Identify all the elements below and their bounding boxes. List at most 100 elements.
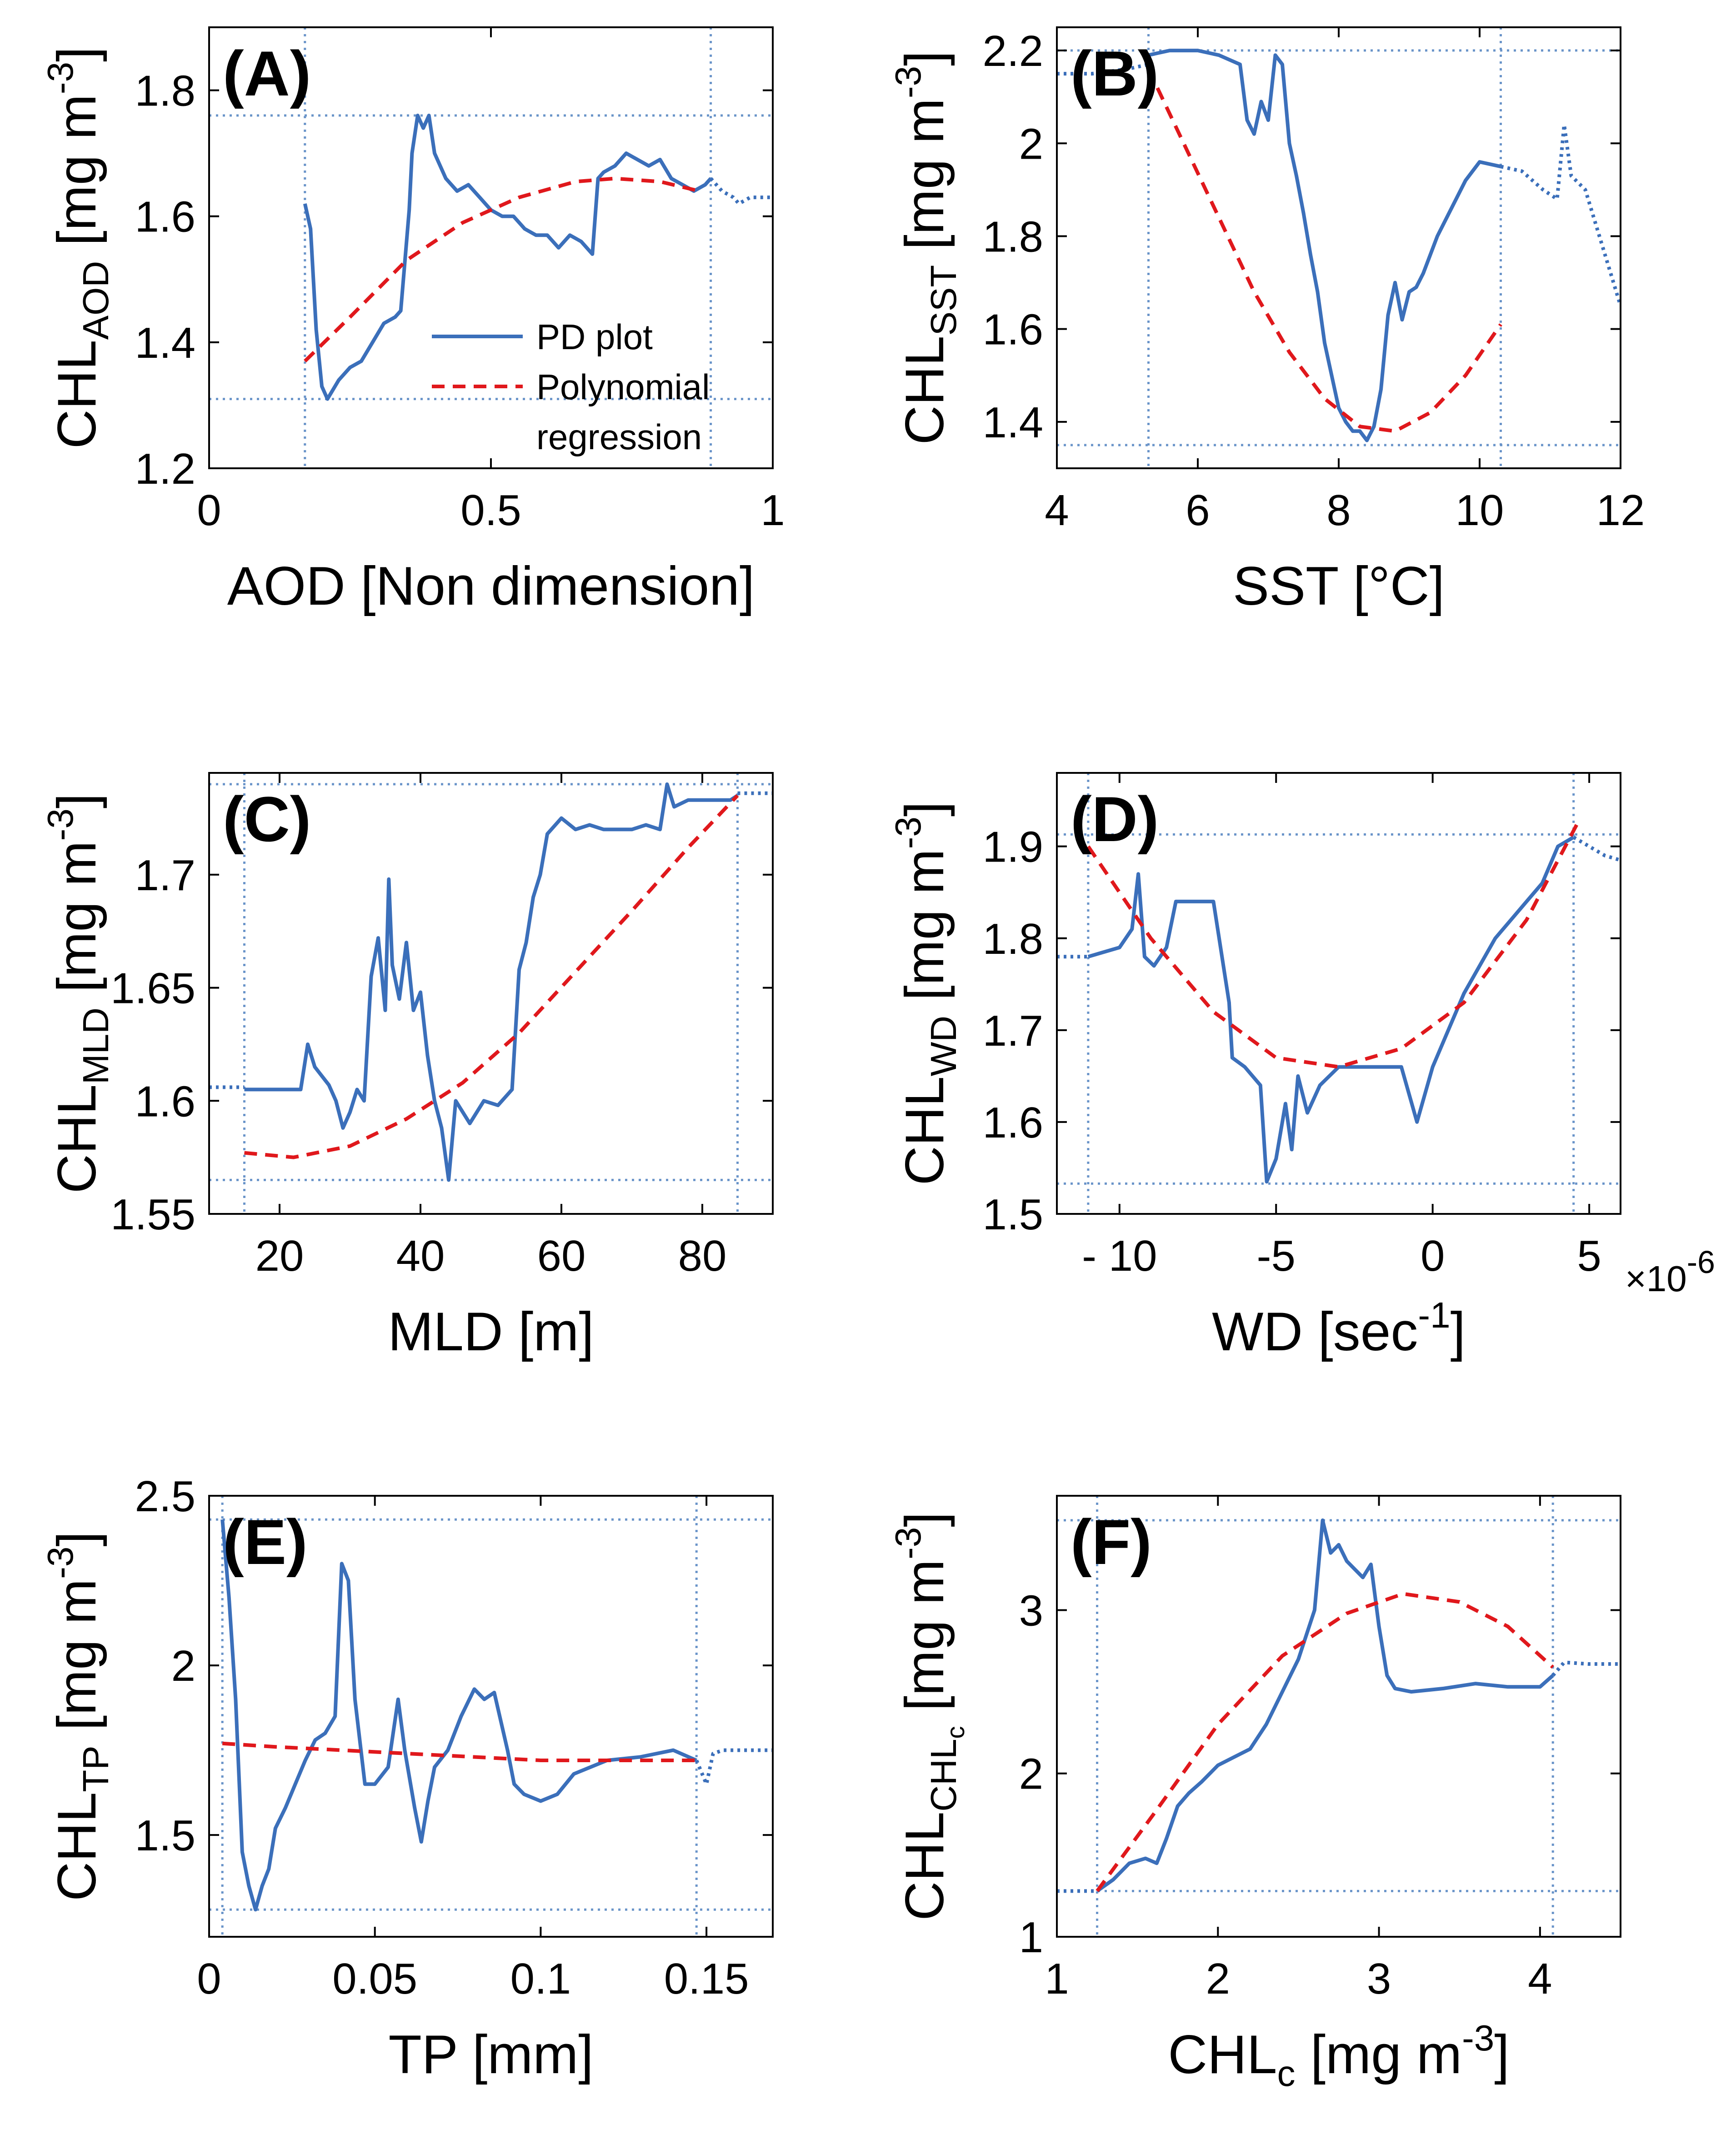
y-tick-label: 1.5: [983, 1190, 1043, 1239]
x-tick-label: 2: [1206, 1955, 1230, 2003]
x-axis-label-main: TP [mm]: [388, 2024, 593, 2085]
y-axis-label-unit: [mg m: [894, 98, 955, 265]
y-axis-label-subsub: c: [941, 1726, 970, 1739]
axes-box: [1056, 772, 1621, 1215]
x-tick-label: 40: [396, 1232, 445, 1280]
y-axis-label-sup: -3: [888, 817, 928, 849]
y-axis-label-sup: -3: [888, 1527, 928, 1559]
x-axis-label-main: SST [°C]: [1233, 556, 1445, 616]
y-axis-label-end: ]: [894, 802, 955, 817]
y-axis-label-end: ]: [894, 51, 955, 66]
guide-lines: [1057, 1496, 1621, 1937]
y-axis-label-main: CHL: [46, 1084, 107, 1193]
x-tick-label: 1: [1045, 1955, 1069, 2003]
axes-box: [208, 772, 774, 1215]
x-tick-label: 0: [1421, 1232, 1445, 1280]
axes-box: [208, 1495, 774, 1938]
y-tick-label: 1.8: [135, 67, 195, 115]
pd-plot-line: [303, 114, 712, 401]
y-axis-label-sub: TP: [75, 1745, 116, 1792]
x-tick-label: 0.15: [664, 1955, 749, 2003]
y-tick-label: 1.6: [983, 306, 1043, 354]
x-tick-label: 1: [760, 486, 785, 535]
y-tick-label: 1.6: [983, 1098, 1043, 1147]
legend-poly-label-2: regression: [536, 417, 702, 457]
y-axis-label-main: CHL: [894, 1076, 955, 1185]
x-tick-label: 0: [197, 486, 221, 535]
y-axis-label-sup: -3: [40, 62, 80, 94]
y-tick-label: 1.4: [135, 319, 195, 367]
series-group: [1057, 818, 1621, 1184]
y-tick-label: 1.55: [110, 1190, 195, 1239]
x-tick-label: 80: [678, 1232, 727, 1280]
pd-plot-line: [220, 1519, 697, 1912]
y-axis-label: CHLSST [mg m-3]: [888, 51, 964, 445]
legend: PD plot Polynomial regression: [432, 317, 710, 457]
x-tick-label: 5: [1577, 1232, 1601, 1280]
y-axis-label-end: ]: [46, 793, 107, 808]
polynomial-regression-line: [304, 176, 700, 363]
y-axis-label: CHLMLD [mg m-3]: [40, 793, 116, 1193]
x-axis-label-end: ]: [1494, 2024, 1509, 2085]
multiplier-base: ×10: [1625, 1258, 1687, 1299]
y-tick-label: 3: [1019, 1586, 1043, 1635]
x-axis-label-unit: [mg m: [1295, 2024, 1462, 2085]
legend-pd-label: PD plot: [536, 317, 653, 357]
y-tick-label: 1.5: [135, 1811, 195, 1860]
y-axis-label-sub: WD: [923, 1016, 964, 1076]
y-tick-label: 1.2: [135, 445, 195, 493]
x-axis-label-main: CHL: [1168, 2024, 1277, 2085]
y-tick-label: 1.7: [983, 1007, 1043, 1055]
y-axis-label-unit: [mg m: [894, 849, 955, 1016]
x-tick-label: 10: [1456, 486, 1504, 535]
y-axis-label-sub: SST: [923, 265, 964, 336]
panel-label: (A): [223, 38, 311, 109]
x-tick-label: 4: [1528, 1955, 1552, 2003]
y-axis-label-unit: [mg m: [46, 841, 107, 1007]
polynomial-regression-line: [244, 794, 739, 1159]
y-axis-label-main: CHL: [46, 1792, 107, 1901]
y-tick-label: 1.6: [135, 193, 195, 241]
y-tick-label: 1.7: [135, 851, 195, 900]
y-axis-label-sub: AOD: [75, 261, 116, 340]
polynomial-regression-line: [1146, 68, 1502, 433]
guide-lines: [209, 1496, 773, 1937]
x-tick-label: 60: [537, 1232, 586, 1280]
x-axis-label-sub: c: [1277, 2053, 1295, 2094]
y-axis-label: CHLWD [mg m-3]: [888, 802, 964, 1186]
x-tick-label: 12: [1596, 486, 1645, 535]
y-axis-label: CHLTP [mg m-3]: [40, 1531, 116, 1901]
y-tick-label: 2: [171, 1642, 195, 1690]
x-axis-label-main: MLD [m]: [388, 1301, 594, 1362]
y-axis-label-end: ]: [46, 47, 107, 62]
pd-plot-extension: [1572, 836, 1621, 862]
panel-label: (F): [1071, 1506, 1152, 1578]
series-group: [1057, 49, 1621, 442]
y-axis-label-main: CHL: [894, 1812, 955, 1921]
x-axis-label-sup: -1: [1418, 1295, 1450, 1335]
y-tick-label: 1.8: [983, 915, 1043, 963]
x-tick-label: 20: [255, 1232, 304, 1280]
pd-plot-line: [1087, 836, 1575, 1184]
x-tick-label: 4: [1045, 486, 1069, 535]
x-axis-label-main: AOD [Non dimension]: [227, 556, 755, 616]
x-axis-label-main: WD [sec: [1212, 1301, 1418, 1362]
chart-panel-b: 4 6 8 10 12 1.4 1.6 1.8 2 2.2 SST [°C] CHLSST [mg m…: [888, 26, 1645, 616]
series-group: [1057, 1518, 1621, 1893]
y-tick-label: 1.4: [983, 398, 1043, 447]
x-axis-label: AOD [Non dimension]: [227, 556, 755, 616]
panel-label: (C): [223, 783, 311, 855]
y-tick-label: 1: [1019, 1913, 1043, 1962]
x-tick-label: 0.1: [510, 1955, 571, 2003]
y-axis-label: CHLCHLc [mg m-3]: [888, 1512, 970, 1920]
y-axis-label-main: CHL: [894, 336, 955, 445]
x-tick-label: 0: [197, 1955, 221, 2003]
guide-lines: [1057, 773, 1621, 1214]
x-axis-label-end: ]: [1451, 1301, 1466, 1362]
x-tick-label: 6: [1186, 486, 1210, 535]
x-tick-label: 3: [1367, 1955, 1391, 2003]
y-axis-label-sub: CHL: [923, 1739, 964, 1812]
x-tick-label: 0.05: [332, 1955, 417, 2003]
series-group: [209, 782, 773, 1182]
